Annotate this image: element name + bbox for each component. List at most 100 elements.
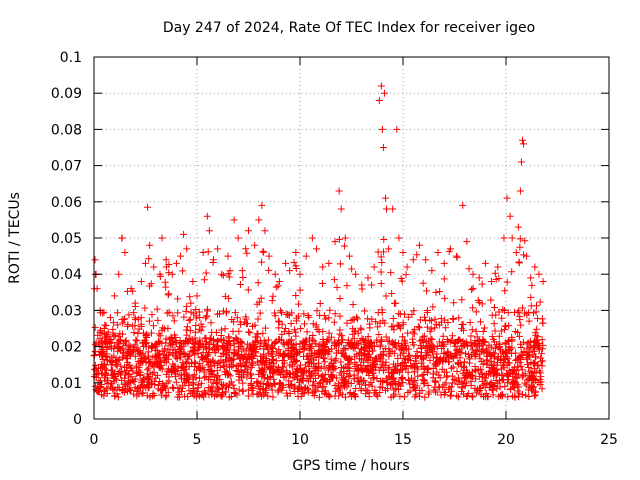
data-point: [275, 352, 283, 360]
data-point: [241, 361, 249, 369]
data-point: [197, 380, 205, 388]
data-point: [270, 356, 278, 364]
data-point: [516, 316, 524, 324]
data-point: [253, 378, 261, 386]
data-point: [422, 351, 430, 359]
data-point: [114, 321, 122, 329]
y-tick-label: 0.05: [51, 231, 82, 247]
data-point: [283, 389, 291, 397]
data-point: [259, 371, 267, 379]
data-point: [224, 252, 232, 260]
data-point: [493, 385, 501, 393]
data-point: [207, 319, 215, 327]
data-point: [416, 316, 424, 324]
data-point: [397, 275, 405, 283]
data-point: [466, 372, 474, 380]
data-point: [191, 346, 199, 354]
data-point: [331, 381, 339, 389]
data-point: [174, 393, 182, 401]
data-point: [481, 383, 489, 391]
data-point: [360, 377, 368, 385]
data-point: [346, 390, 354, 398]
data-point: [325, 259, 333, 267]
data-point: [394, 381, 402, 389]
data-point: [254, 337, 262, 345]
data-point: [531, 358, 539, 366]
data-point: [211, 392, 219, 400]
data-point: [367, 366, 375, 374]
data-point: [126, 385, 134, 393]
data-point: [450, 375, 458, 383]
data-point: [152, 374, 160, 382]
data-point: [212, 373, 220, 381]
data-point: [119, 319, 127, 327]
data-point: [511, 370, 519, 378]
data-point: [204, 361, 212, 369]
data-point: [295, 378, 303, 386]
data-point: [150, 368, 158, 376]
data-point: [189, 379, 197, 387]
data-point: [121, 381, 129, 389]
data-point: [517, 343, 525, 351]
data-point: [520, 251, 528, 259]
data-point: [245, 328, 253, 336]
data-point: [216, 310, 224, 318]
data-point: [516, 354, 524, 362]
data-point: [254, 330, 262, 338]
data-point: [233, 362, 241, 370]
data-point: [413, 351, 421, 359]
data-point: [488, 277, 496, 285]
x-axis-label: GPS time / hours: [292, 458, 409, 474]
data-point: [331, 310, 339, 318]
data-point: [441, 391, 449, 399]
data-point: [513, 366, 521, 374]
data-point: [143, 331, 151, 339]
data-point: [472, 375, 480, 383]
data-point: [253, 358, 261, 366]
data-point: [476, 318, 484, 326]
data-point: [380, 235, 388, 243]
data-point: [525, 364, 533, 372]
data-point: [490, 304, 498, 312]
data-point: [244, 340, 252, 348]
data-point: [482, 371, 490, 379]
data-point: [365, 343, 373, 351]
data-point: [170, 317, 178, 325]
data-point: [233, 314, 241, 322]
data-point: [364, 274, 372, 282]
data-point: [406, 351, 414, 359]
data-point: [491, 327, 499, 335]
data-point: [520, 347, 528, 355]
data-point: [409, 339, 417, 347]
x-tick-label: 10: [291, 432, 309, 448]
data-point: [439, 339, 447, 347]
data-point: [365, 371, 373, 379]
data-point: [180, 350, 188, 358]
data-point: [459, 201, 467, 209]
data-point: [372, 318, 380, 326]
data-point: [448, 372, 456, 380]
data-point: [172, 259, 180, 267]
data-point: [379, 144, 387, 151]
data-point: [454, 374, 462, 382]
data-point: [108, 380, 116, 388]
data-point: [201, 389, 209, 397]
data-point: [418, 386, 426, 394]
data-point: [224, 270, 232, 278]
data-point: [449, 332, 457, 340]
data-point: [423, 323, 431, 331]
data-point: [136, 371, 144, 379]
y-tick-label: 0.02: [51, 340, 82, 356]
data-point: [392, 384, 400, 392]
data-point: [325, 329, 333, 337]
data-point: [264, 375, 272, 383]
data-point: [517, 158, 525, 166]
data-point: [296, 270, 304, 278]
data-point: [260, 345, 268, 353]
data-point: [376, 377, 384, 385]
data-point: [265, 252, 273, 260]
data-point: [316, 300, 324, 308]
data-point: [468, 285, 476, 293]
data-point: [255, 216, 263, 224]
